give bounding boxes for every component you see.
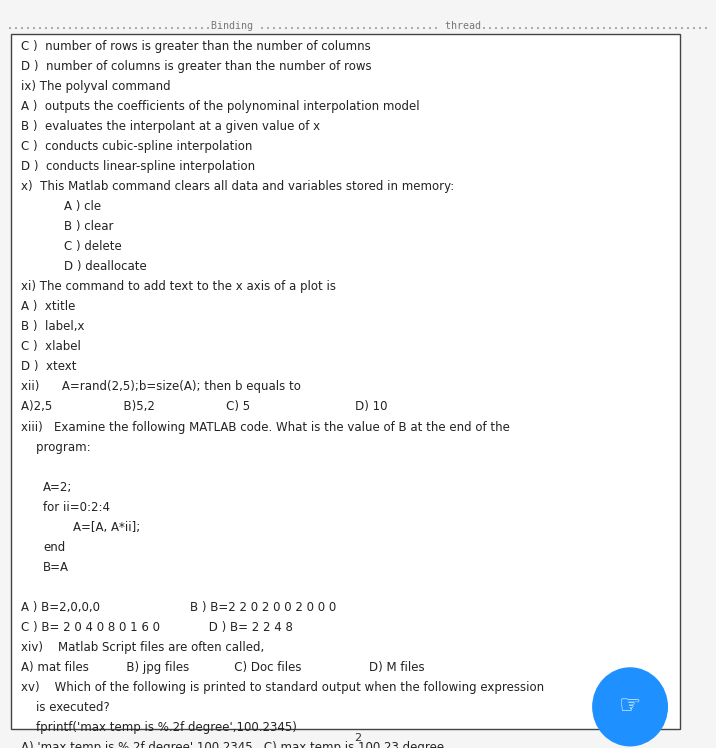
Text: A=[A, A*ii];: A=[A, A*ii]; [43, 521, 140, 534]
Text: A ) cle: A ) cle [64, 200, 102, 213]
Text: program:: program: [21, 441, 91, 453]
Text: C )  number of rows is greater than the number of columns: C ) number of rows is greater than the n… [21, 40, 371, 52]
Text: xii)      A=rand(2,5);b=size(A); then b equals to: xii) A=rand(2,5);b=size(A); then b equal… [21, 381, 301, 393]
Text: A )  xtitle: A ) xtitle [21, 300, 76, 313]
Text: xv)    Which of the following is printed to standard output when the following e: xv) Which of the following is printed to… [21, 681, 545, 694]
Text: C ) delete: C ) delete [64, 240, 122, 253]
Text: D )  conducts linear-spline interpolation: D ) conducts linear-spline interpolation [21, 160, 256, 173]
Text: ix) The polyval command: ix) The polyval command [21, 80, 171, 93]
Text: C )  conducts cubic-spline interpolation: C ) conducts cubic-spline interpolation [21, 140, 253, 153]
Text: A )  outputs the coefficients of the polynominal interpolation model: A ) outputs the coefficients of the poly… [21, 99, 420, 113]
Text: ..................................Binding .............................. thread.: ..................................Bindin… [7, 21, 709, 31]
Text: B=A: B=A [43, 561, 69, 574]
Text: fprintf('max temp is %.2f degree',100.2345): fprintf('max temp is %.2f degree',100.23… [21, 721, 297, 735]
Text: for ii=0:2:4: for ii=0:2:4 [43, 500, 110, 514]
Text: 2: 2 [354, 733, 362, 743]
Text: B )  evaluates the interpolant at a given value of x: B ) evaluates the interpolant at a given… [21, 120, 321, 133]
Text: A) 'max temp is %.2f degree',100.2345   C) max temp is 100.23 degree: A) 'max temp is %.2f degree',100.2345 C)… [21, 741, 445, 748]
Text: x)  This Matlab command clears all data and variables stored in memory:: x) This Matlab command clears all data a… [21, 180, 455, 193]
Text: D )  xtext: D ) xtext [21, 361, 77, 373]
Text: A) mat files          B) jpg files            C) Doc files                  D) M: A) mat files B) jpg files C) Doc files D… [21, 661, 425, 674]
Text: end: end [43, 541, 65, 554]
Text: A=2;: A=2; [43, 481, 72, 494]
Text: B ) clear: B ) clear [64, 220, 114, 233]
Text: A)2,5                   B)5,2                   C) 5                            : A)2,5 B)5,2 C) 5 [21, 400, 388, 414]
Text: xiii)   Examine the following MATLAB code. What is the value of B at the end of : xiii) Examine the following MATLAB code.… [21, 420, 511, 434]
Text: xi) The command to add text to the x axis of a plot is: xi) The command to add text to the x axi… [21, 280, 337, 293]
Text: C )  xlabel: C ) xlabel [21, 340, 82, 353]
Text: xiv)    Matlab Script files are often called,: xiv) Matlab Script files are often calle… [21, 641, 265, 654]
Text: ☞: ☞ [619, 695, 642, 719]
Text: B )  label,x: B ) label,x [21, 320, 85, 334]
Text: A ) B=2,0,0,0                        B ) B=2 2 0 2 0 0 2 0 0 0: A ) B=2,0,0,0 B ) B=2 2 0 2 0 0 2 0 0 0 [21, 601, 337, 614]
Text: D ) deallocate: D ) deallocate [64, 260, 147, 273]
Circle shape [593, 668, 667, 746]
Text: C ) B= 2 0 4 0 8 0 1 6 0             D ) B= 2 2 4 8: C ) B= 2 0 4 0 8 0 1 6 0 D ) B= 2 2 4 8 [21, 621, 294, 634]
Text: is executed?: is executed? [21, 701, 110, 714]
Text: D )  number of columns is greater than the number of rows: D ) number of columns is greater than th… [21, 60, 372, 73]
